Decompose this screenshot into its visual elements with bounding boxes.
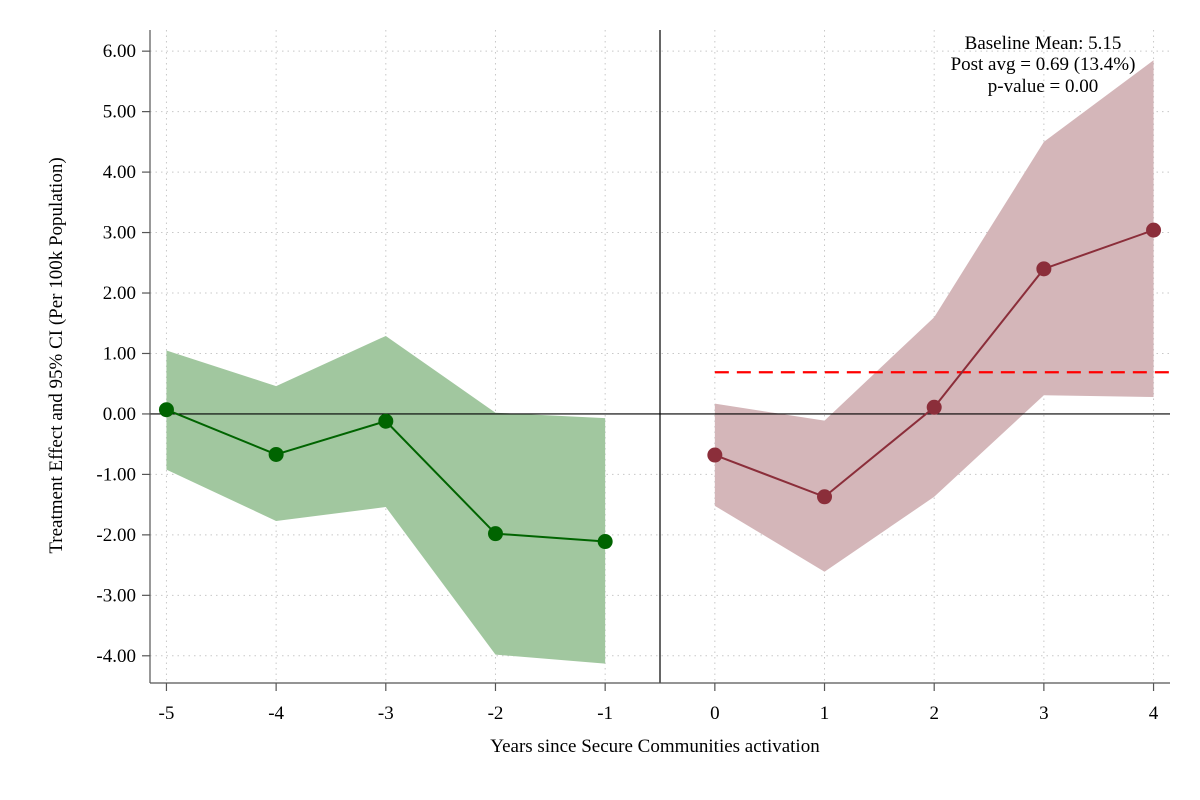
x-tick-label: 3 <box>1039 703 1049 724</box>
ci-band-post-period <box>714 60 1154 572</box>
ci-band-pre-period <box>166 335 606 664</box>
annotation-box: Baseline Mean: 5.15 Post avg = 0.69 (13.… <box>951 33 1136 97</box>
x-axis-title: Years since Secure Communities activatio… <box>490 736 820 757</box>
x-tick-label: -1 <box>597 703 613 724</box>
axes <box>142 30 1170 691</box>
y-tick-label: -2.00 <box>96 525 136 546</box>
y-tick-label: 4.00 <box>103 162 136 183</box>
y-tick-label: 5.00 <box>103 102 136 123</box>
tick-labels: -4.00 -3.00 -2.00 -1.00 0.00 1.00 2.00 3.00 4.00… <box>96 41 1158 724</box>
x-tick-label: 4 <box>1149 703 1159 724</box>
data-point-pre-period <box>158 402 174 418</box>
y-tick-label: 6.00 <box>103 41 136 62</box>
y-axis-title: Treatment Effect and 95% CI (Per 100k Po… <box>46 157 67 553</box>
y-tick-label: 1.00 <box>103 343 136 364</box>
baseline-mean-annotation: Baseline Mean: 5.15 <box>965 33 1122 54</box>
data-point-post-period <box>1146 222 1162 238</box>
x-tick-label: 2 <box>929 703 939 724</box>
data-point-post-period <box>707 447 723 463</box>
y-tick-label: -4.00 <box>96 646 136 667</box>
x-tick-label: -4 <box>268 703 284 724</box>
post-avg-annotation: Post avg = 0.69 (13.4%) <box>951 54 1136 75</box>
p-value-annotation: p-value = 0.00 <box>988 76 1098 97</box>
x-tick-label: -2 <box>488 703 504 724</box>
x-tick-label: 1 <box>820 703 830 724</box>
data-point-post-period <box>926 399 942 415</box>
data-point-pre-period <box>378 413 394 429</box>
data-point-pre-period <box>487 526 503 542</box>
y-tick-label: -3.00 <box>96 585 136 606</box>
x-tick-label: 0 <box>710 703 720 724</box>
reference-lines <box>150 30 1170 683</box>
data-point-pre-period <box>597 534 613 550</box>
y-tick-label: -1.00 <box>96 464 136 485</box>
x-tick-label: -5 <box>159 703 175 724</box>
data-point-post-period <box>817 489 833 505</box>
y-tick-label: 2.00 <box>103 283 136 304</box>
y-tick-label: 0.00 <box>103 404 136 425</box>
confidence-bands <box>166 60 1154 664</box>
y-tick-label: 3.00 <box>103 223 136 244</box>
series-lines <box>158 222 1162 550</box>
data-point-post-period <box>1036 261 1052 277</box>
x-tick-label: -3 <box>378 703 394 724</box>
data-point-pre-period <box>268 446 284 462</box>
